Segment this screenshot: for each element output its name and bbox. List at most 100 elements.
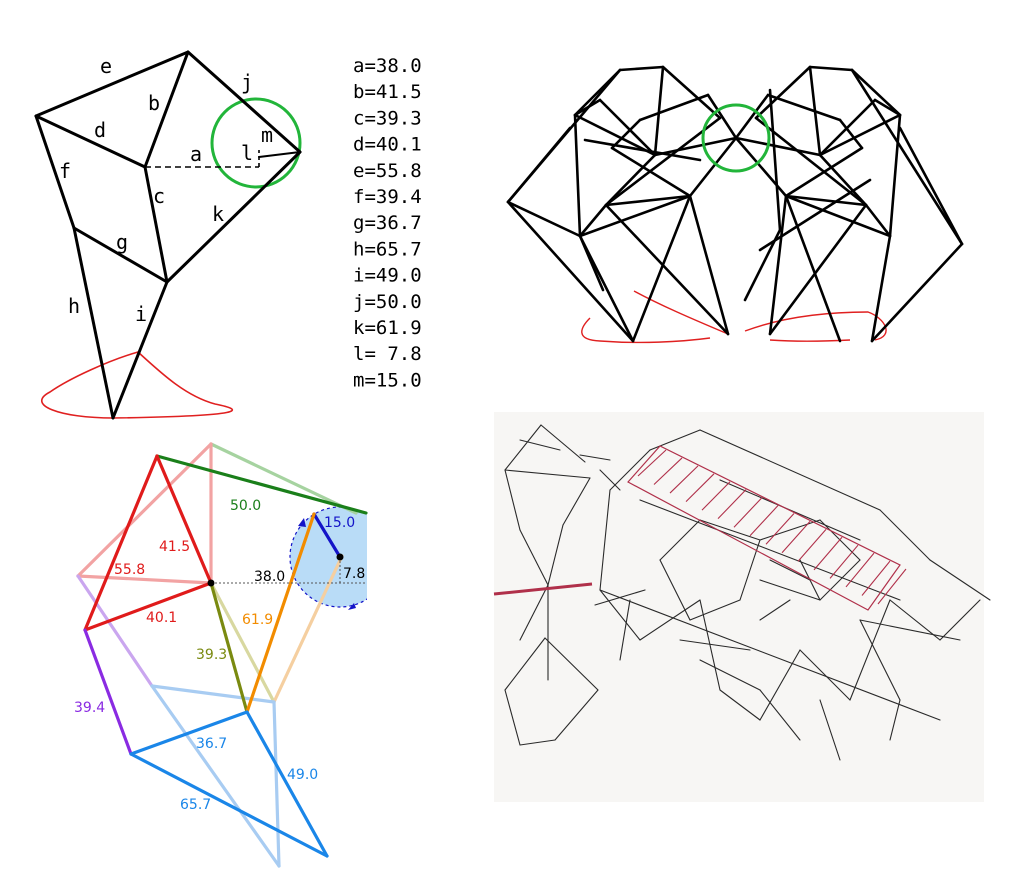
label-j: j [241, 70, 253, 94]
length-entry: b=41.5 [353, 81, 422, 103]
hatch-stroke [797, 528, 827, 562]
sketch-stroke [759, 649, 801, 721]
hatch-stroke [861, 560, 891, 596]
joint-crank [336, 553, 344, 561]
sketch-stroke [859, 619, 901, 701]
sketch-stroke [519, 439, 561, 451]
sketch-stroke [889, 599, 941, 641]
linkage-bar [578, 203, 608, 238]
label-b: b [148, 91, 160, 115]
hatch-stroke [733, 497, 763, 528]
link-d [34, 114, 147, 169]
linkage-bar [610, 118, 642, 150]
length-entry: i=49.0 [353, 265, 422, 287]
len-label-c: 39.3 [196, 647, 227, 663]
sketch-stroke [504, 469, 521, 531]
link-b [143, 50, 190, 169]
link-k-orange [245, 512, 316, 714]
sketch-stroke [759, 579, 821, 601]
link-c-olive [209, 581, 249, 714]
linkage-bar [618, 65, 665, 72]
ghost-link-h [150, 684, 281, 868]
hatch-stroke [701, 481, 731, 511]
hatch-stroke [717, 489, 747, 520]
linkage-bar [506, 200, 582, 238]
foot-trajectory-left [581, 290, 729, 344]
linkage-bar [604, 153, 657, 207]
sketch-stroke [504, 424, 542, 471]
foot-trajectory-path [41, 351, 234, 419]
sketch-stroke [649, 429, 701, 451]
sketch-stroke [639, 599, 701, 641]
label-g: g [116, 230, 128, 254]
linkage-bar [653, 65, 665, 157]
panel-coloured-linkage: 50.0 15.0 41.5 55.8 38.0 7.8 40.1 61.9 3… [74, 442, 368, 868]
ghost-link-i [272, 700, 281, 868]
linkage-bar [638, 93, 710, 122]
len-label-e: 55.8 [114, 562, 145, 578]
linkage-bar [604, 116, 722, 207]
sketch-stroke [819, 559, 861, 601]
linkage-bar [598, 98, 657, 157]
linkage-bar [768, 194, 788, 336]
link-i [111, 280, 169, 420]
sketch-stroke [769, 559, 811, 581]
linkage-bar [873, 98, 902, 117]
sketch-stroke [609, 449, 651, 491]
length-entry: m=15.0 [353, 369, 422, 391]
length-entry: l= 7.8 [353, 343, 422, 365]
linkage-bar [631, 194, 692, 343]
linkage-bar [604, 194, 692, 207]
linkage-bar [784, 146, 864, 198]
length-entry: c=39.3 [353, 107, 422, 129]
panel-double-linkage [506, 65, 964, 344]
length-entry: k=61.9 [353, 317, 422, 339]
linkage-bar [506, 126, 572, 204]
ghost-link-k [272, 554, 344, 704]
link-j [186, 50, 302, 154]
link-m [258, 151, 301, 158]
link-c [143, 165, 169, 284]
sketch-stroke [759, 689, 801, 741]
label-f: f [59, 159, 71, 183]
link-d-red [83, 581, 213, 632]
linkage-bar [661, 65, 722, 120]
panel-labelled-linkage: e j b d m a l f c k g h i [34, 50, 302, 420]
linkage-bar [653, 136, 738, 157]
linkage-bar [784, 194, 868, 207]
sketch-stroke [689, 599, 741, 621]
len-label-m: 15.0 [324, 515, 355, 531]
linkage-bar [818, 113, 902, 157]
linkage-bar [754, 65, 812, 120]
hatch-stroke [653, 457, 683, 485]
sketch-stroke [599, 589, 641, 641]
linkage-bar [573, 68, 622, 117]
linkage-bar [758, 178, 872, 252]
hatch-stroke [685, 473, 715, 502]
link-h-azure [129, 752, 329, 858]
linkage-bar [850, 68, 902, 117]
sketch-ground-red [493, 582, 593, 596]
linkage-bar [573, 113, 657, 157]
label-c: c [153, 184, 165, 208]
sketch-stroke [547, 524, 564, 586]
length-entry: a=38.0 [353, 55, 422, 77]
linkage-bar [573, 98, 602, 117]
ghost-link-j [209, 442, 358, 515]
length-entry: j=50.0 [353, 291, 422, 313]
link-g [72, 226, 169, 284]
sketch-stroke [889, 699, 901, 741]
sketch-stroke [929, 559, 991, 601]
link-f [34, 114, 76, 230]
panel-pencil-sketch [493, 412, 991, 802]
sketch-stroke [699, 519, 761, 541]
linkage-bar [604, 203, 730, 336]
sketch-stroke [759, 599, 791, 621]
label-k: k [212, 202, 224, 226]
len-label-j: 50.0 [230, 498, 261, 514]
link-j-green [155, 454, 368, 515]
linkage-bar [818, 153, 868, 207]
sketch-stroke [504, 637, 546, 691]
len-label-f: 39.4 [74, 700, 105, 716]
